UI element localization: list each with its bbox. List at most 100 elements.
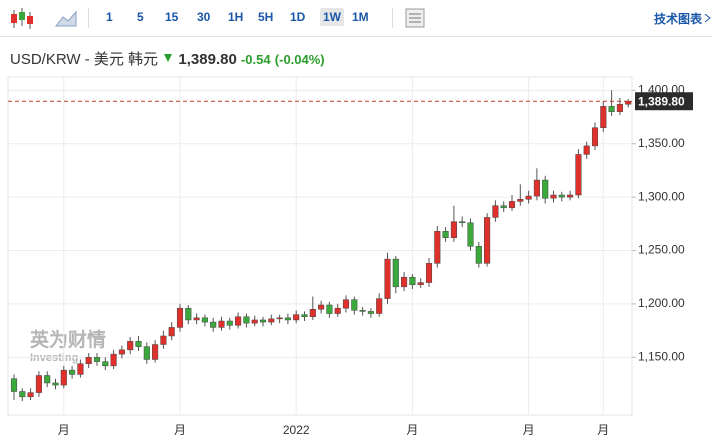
candle-body (243, 316, 250, 324)
candle-body (475, 246, 482, 264)
last-price-label: 1,389.80 (638, 94, 685, 108)
candle-body (459, 221, 466, 224)
candle-body (69, 369, 76, 375)
y-tick-label: 1,200.00 (638, 296, 685, 310)
candle-body (268, 318, 275, 323)
candle-body (110, 353, 117, 367)
pair-title: USD/KRW - 美元 韩元 (10, 51, 159, 68)
candle-body (35, 375, 42, 393)
candle-body (616, 103, 623, 112)
candle-body (401, 276, 408, 288)
table-icon[interactable] (404, 7, 426, 29)
candle-body (201, 317, 208, 323)
candle-body (251, 319, 258, 324)
candle-body (533, 179, 540, 197)
candle-body (525, 195, 532, 200)
candle-body (44, 375, 51, 384)
candle-body (259, 319, 267, 323)
candle-body (600, 106, 607, 128)
interval-button[interactable]: 1 (106, 10, 113, 24)
candle-body (152, 344, 159, 360)
candle-body (118, 349, 125, 355)
candle-body (484, 217, 491, 264)
candle-body (392, 258, 399, 288)
candle-body (367, 311, 374, 314)
arrow-icon (704, 14, 711, 22)
change: -0.54 (240, 52, 271, 67)
candle-icon[interactable] (8, 4, 38, 34)
y-tick-label: 1,250.00 (638, 243, 685, 257)
candle-body (284, 317, 291, 321)
candle-body (550, 194, 557, 199)
candle-body (442, 231, 449, 238)
area-icon[interactable] (54, 6, 80, 30)
y-tick-label: 1,350.00 (638, 136, 685, 150)
candle-body (517, 199, 524, 202)
candle-body (85, 357, 92, 364)
x-tick-label: 月 (174, 423, 186, 437)
toolbar: 1 5 15 30 1H 5H 1D 1W 1M 技术图表 (0, 0, 712, 37)
interval-button[interactable]: 15 (165, 10, 179, 24)
candle-body (318, 304, 325, 310)
candle-body (342, 299, 350, 309)
candle-body (467, 222, 474, 247)
plot-frame (7, 76, 633, 416)
candle-body (52, 382, 59, 386)
candle-body (60, 369, 67, 386)
candle-body (409, 276, 416, 285)
candle-body (93, 357, 101, 362)
x-tick-label: 月 (597, 423, 609, 437)
separator (392, 8, 393, 28)
candle-body (591, 127, 599, 147)
interval-button[interactable]: 1H (228, 10, 244, 24)
x-tick-label: 月 (523, 423, 535, 437)
candle-body (160, 335, 167, 345)
candle-body (542, 179, 549, 199)
candle-body (608, 106, 615, 112)
last-price-box (635, 92, 693, 111)
candle-body (351, 299, 358, 311)
x-tick-label: 月 (58, 423, 70, 437)
watermark-en: Investing (30, 352, 78, 364)
candle-body (235, 316, 242, 326)
interval-button[interactable]: 30 (197, 10, 211, 24)
candle-body (384, 258, 391, 299)
x-tick-label: 2022 (283, 423, 310, 437)
candle-body (434, 231, 441, 264)
candle-body (226, 320, 233, 326)
candle-body (27, 392, 34, 398)
candle-body (450, 221, 457, 238)
candle-body (210, 321, 217, 328)
candle-body (417, 282, 424, 285)
candle-body (135, 341, 142, 347)
x-tick-label: 月 (406, 423, 418, 437)
candle-body (10, 378, 18, 392)
candle-body (492, 205, 499, 218)
separator (88, 8, 89, 28)
candle-body (168, 327, 175, 337)
candle-body (575, 154, 582, 196)
candle-body (293, 314, 300, 321)
candle-body (567, 194, 574, 198)
quote-header: USD/KRW - 美元 韩元 1,389.80 -0.54 (-0.04%) (10, 48, 325, 69)
candle-body (583, 145, 590, 155)
interval-button[interactable]: 1M (352, 10, 369, 24)
candle-body (334, 307, 341, 314)
candle-body (326, 304, 333, 314)
down-arrow (164, 54, 173, 62)
candle-body (376, 298, 383, 314)
interval-button[interactable]: 1D (290, 10, 306, 24)
candle-body (359, 310, 366, 312)
interval-button[interactable]: 5H (258, 10, 274, 24)
candle-body (500, 205, 507, 209)
y-tick-label: 1,150.00 (638, 350, 685, 364)
technical-chart-link[interactable]: 技术图表 (653, 12, 702, 26)
candle-body (176, 307, 184, 328)
interval-button[interactable]: 1W (320, 8, 344, 26)
candle-body (625, 100, 632, 105)
interval-button[interactable]: 5 (137, 10, 144, 24)
price: 1,389.80 (178, 51, 237, 68)
candle-body (127, 341, 134, 351)
